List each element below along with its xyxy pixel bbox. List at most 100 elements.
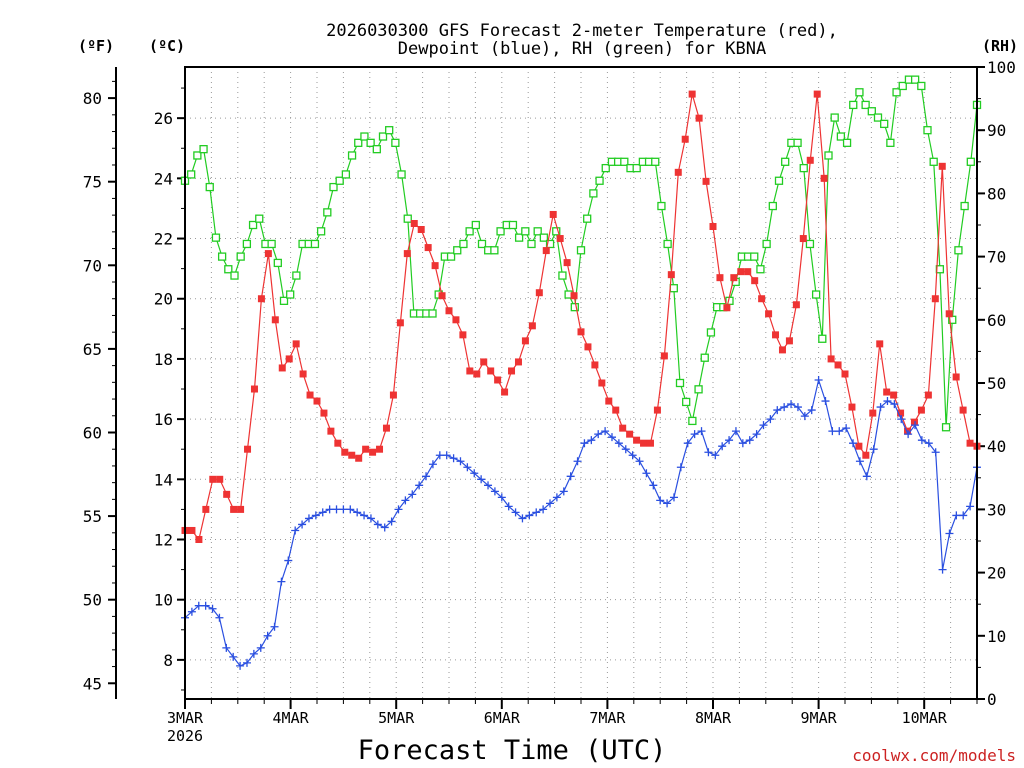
rh-point (781, 157, 790, 166)
temperature-point (758, 295, 766, 303)
dewpoint-point (883, 397, 892, 406)
rh-point (465, 227, 474, 236)
temperature-point (890, 391, 898, 399)
temperature-point (695, 114, 703, 122)
temperature-point (653, 406, 661, 414)
temperature-point (612, 406, 620, 414)
temperature-point (619, 424, 627, 432)
dewpoint-point (256, 643, 265, 652)
rh-point (279, 296, 289, 305)
rh-point (929, 157, 938, 166)
dewpoint-point (291, 526, 300, 535)
temperature-point (959, 406, 967, 414)
temperature-point (952, 373, 960, 381)
watermark: coolwx.com/models (852, 746, 1016, 765)
dewpoint-point (187, 607, 196, 616)
temperature-point (299, 370, 307, 378)
dewpoint-point (366, 514, 375, 523)
rh-point (842, 138, 852, 147)
grid-lines (184, 67, 978, 699)
temperature-point (723, 304, 731, 312)
temperature-point (945, 310, 953, 318)
dewpoint-point (277, 577, 286, 586)
temperature-point (605, 397, 613, 405)
temperature-point (313, 397, 321, 405)
x-tick-label: 6MAR (484, 709, 521, 727)
temperature-point (737, 268, 745, 276)
dewpoint-point (711, 451, 720, 460)
dewpoint-point (470, 469, 479, 478)
temperature-point (445, 307, 453, 315)
x-tick-label: 7MAR (589, 709, 626, 727)
rh-point (496, 227, 505, 236)
dewpoint-point (484, 481, 493, 490)
rh-tick-label: 100 (987, 58, 1016, 77)
rh-point (372, 145, 381, 154)
temperature-point (362, 445, 370, 453)
dewpoint-point (298, 520, 307, 529)
dewpoint-point (222, 643, 231, 652)
dewpoint-point (931, 448, 940, 457)
temperature-point (855, 442, 863, 450)
dewpoint-point (442, 451, 451, 460)
dewpoint-point (773, 406, 782, 415)
temperature-point (202, 505, 210, 513)
temperature-point (459, 331, 467, 339)
temperature-point (744, 268, 752, 276)
dewpoint-point (346, 505, 355, 514)
dewpoint-point (849, 439, 858, 448)
dewpoint-point (745, 436, 754, 445)
rh-point (774, 176, 784, 185)
temperature-point (806, 156, 814, 164)
rh-point (378, 132, 388, 141)
temperature-point (688, 90, 696, 98)
dewpoint-point (897, 415, 906, 424)
temperature-point (514, 358, 522, 366)
rh-point (360, 132, 369, 141)
x-tick-label: 9MAR (801, 709, 838, 727)
rh-point (824, 151, 833, 160)
temperature-point (792, 301, 800, 309)
dewpoint-point (435, 451, 444, 460)
rh-point (682, 397, 691, 407)
dewpoint-point (621, 445, 630, 454)
rh-point (545, 239, 555, 249)
temperature-point (334, 439, 342, 447)
temperature-point (584, 343, 592, 351)
rh-tick-label: 0 (987, 690, 997, 709)
rh-point (910, 75, 920, 84)
temperature-point (667, 271, 675, 279)
dewpoint-point (828, 427, 837, 436)
axis-ticks: 45 50 55 60 65 70 75 80 8 10 12 14 16 18 20 22 24 26 0 10 20… (83, 58, 1016, 745)
rh-point (651, 157, 660, 166)
dewpoint-point (594, 430, 603, 439)
x-tick-sublabel: 2026 (167, 727, 203, 745)
rh-point (805, 239, 815, 249)
temperature-point (396, 319, 404, 327)
dewpoint-point (821, 397, 830, 406)
rh-point (867, 107, 876, 116)
dewpoint-point (242, 658, 251, 667)
temperature-point (702, 177, 710, 185)
rh-point (793, 138, 802, 147)
rh-tick-label: 30 (987, 500, 1006, 519)
dewpoint-point (759, 421, 768, 430)
rh-tick-label: 70 (987, 248, 1006, 267)
rh-point (539, 233, 549, 242)
temperature-point (473, 370, 481, 378)
dewpoint-point (793, 403, 802, 412)
dewpoint-point (566, 472, 575, 481)
dewpoint-point (229, 652, 238, 661)
rh-point (477, 239, 487, 249)
dewpoint-point (890, 400, 899, 409)
rh-point (385, 126, 394, 135)
temperature-point (897, 409, 905, 417)
dewpoint-point (208, 604, 217, 613)
dewpoint-point (477, 475, 486, 484)
temperature-point (452, 316, 460, 324)
rh-point (601, 163, 610, 173)
temperature-point (216, 475, 224, 483)
dewpoint-point (855, 457, 864, 466)
rh-point (286, 290, 295, 299)
temperature-point (369, 448, 377, 456)
